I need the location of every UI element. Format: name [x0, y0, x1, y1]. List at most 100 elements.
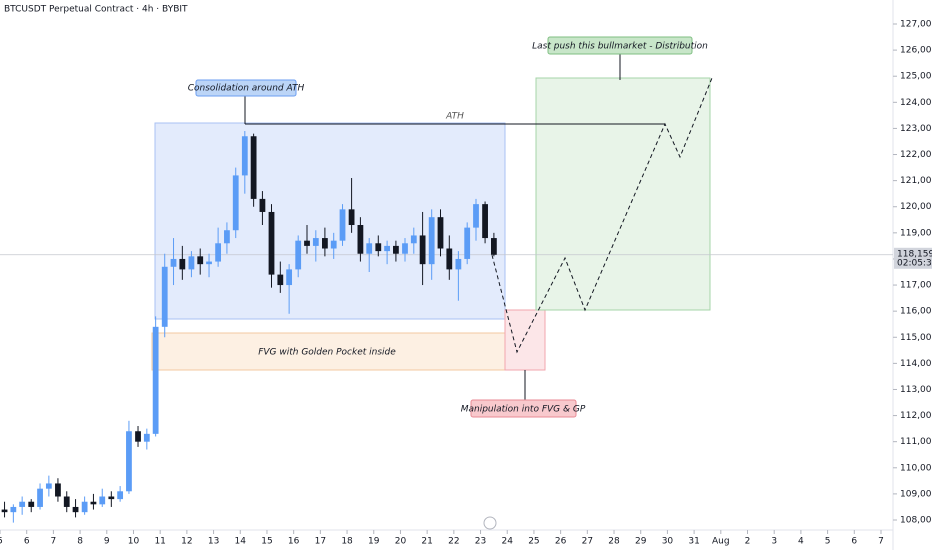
candle-body: [170, 258, 177, 267]
y-tick-label: 117,000.0: [900, 281, 932, 291]
candle-body: [37, 488, 43, 507]
candle-body: [188, 256, 195, 270]
y-tick-label: 110,000.0: [900, 463, 932, 473]
x-tick-label: 15: [261, 537, 272, 547]
x-tick-label: 3: [771, 537, 777, 547]
x-tick-label: 14: [235, 537, 247, 547]
candle-body: [410, 235, 417, 244]
candle-body: [224, 230, 230, 244]
candle-body: [108, 496, 115, 500]
x-tick-label: 2: [745, 537, 751, 547]
candle-body: [152, 326, 159, 434]
x-tick-label: 6: [851, 537, 857, 547]
candle-body: [455, 258, 462, 270]
x-tick-label: 27: [582, 537, 593, 547]
y-tick-label: 121,000.0: [900, 176, 932, 186]
x-tick-label: 16: [288, 537, 300, 547]
candle-body: [135, 431, 141, 442]
candle-body: [464, 227, 471, 259]
candle-body: [482, 204, 488, 239]
y-tick-label: 108,000.0: [900, 516, 932, 526]
candle-body: [241, 136, 248, 176]
x-tick-label: 17: [315, 537, 326, 547]
x-tick-label: 20: [395, 537, 407, 547]
candle-body: [1, 509, 8, 513]
candle-body: [99, 496, 106, 505]
y-tick-label: 115,000.0: [900, 333, 932, 343]
annotation: Last push this bullmarket - Distribution: [532, 42, 708, 52]
last-price-label: 118,159.4: [897, 249, 932, 259]
candle-body: [117, 491, 124, 500]
x-tick-label: 22: [448, 537, 459, 547]
last-price-box: [894, 247, 932, 269]
y-tick-label: 112,000.0: [900, 411, 932, 421]
annotation: FVG with Golden Pocket inside: [258, 348, 396, 358]
distribution-box: [535, 77, 711, 311]
candle-body: [357, 225, 364, 254]
x-tick-label: 6: [24, 537, 30, 547]
candle-body: [232, 175, 239, 231]
label-box: [195, 79, 297, 97]
y-tick-label: 114,000.0: [900, 359, 932, 369]
candle-body: [197, 256, 204, 265]
x-tick-label: 9: [104, 537, 110, 547]
x-tick-label: 13: [208, 537, 219, 547]
annotation: Manipulation into FVG & GP: [461, 405, 586, 415]
candle-body: [419, 235, 426, 265]
candle-body: [81, 501, 88, 513]
candle-body: [402, 243, 408, 254]
x-tick-label: 11: [154, 537, 165, 547]
replay-icon[interactable]: [483, 516, 497, 530]
candle-body: [143, 433, 150, 442]
candle-body: [490, 238, 497, 255]
candle-body: [437, 217, 444, 249]
y-tick-label: 124,000.0: [900, 98, 932, 108]
candle-body: [206, 261, 212, 265]
candle-body: [55, 483, 61, 497]
candle-body: [473, 204, 479, 228]
y-tick-label: 120,000.0: [900, 202, 932, 212]
x-tick-label: 7: [51, 537, 57, 547]
candle-body: [90, 501, 97, 505]
candle-body: [446, 248, 453, 270]
x-tick-label: 5: [0, 537, 3, 547]
candle-body: [384, 245, 390, 252]
x-tick-label: 5: [825, 537, 831, 547]
y-tick-label: 125,000.0: [900, 72, 932, 82]
candle-body: [322, 238, 328, 249]
candle-body: [295, 240, 302, 270]
y-tick-label: 123,000.0: [900, 124, 932, 134]
x-tick-label: 18: [341, 537, 353, 547]
x-tick-label: Aug: [712, 537, 730, 547]
candle-body: [330, 240, 337, 249]
x-tick-label: 23: [475, 537, 486, 547]
y-tick-label: 126,000.0: [900, 46, 932, 56]
y-tick-label: 127,000.0: [900, 20, 932, 30]
chart-title: BTCUSDT Perpetual Contract · 4h · BYBIT: [4, 5, 188, 15]
candle-body: [339, 209, 346, 241]
candle-body: [304, 240, 310, 246]
candle-body: [312, 238, 319, 246]
y-tick-label: 111,000.0: [900, 437, 932, 447]
manipulation-box: [504, 309, 546, 371]
label-box: [470, 399, 577, 418]
candle-body: [10, 506, 17, 513]
label-box: [547, 36, 693, 55]
x-tick-label: 28: [608, 537, 620, 547]
candle-body: [28, 501, 35, 507]
x-tick-label: 29: [635, 537, 647, 547]
candle-body: [375, 243, 382, 252]
candle-body: [259, 198, 266, 212]
candle-body: [215, 243, 222, 262]
fvg-box: [151, 332, 506, 371]
x-tick-label: 12: [181, 537, 192, 547]
x-tick-label: 30: [662, 537, 674, 547]
x-tick-label: 31: [688, 537, 699, 547]
candle-body: [63, 496, 70, 507]
x-tick-label: 24: [502, 537, 514, 547]
projection-path: [491, 77, 713, 354]
candle-body: [19, 501, 26, 507]
y-tick-label: 109,000.0: [900, 489, 932, 499]
candle-body: [277, 274, 284, 286]
